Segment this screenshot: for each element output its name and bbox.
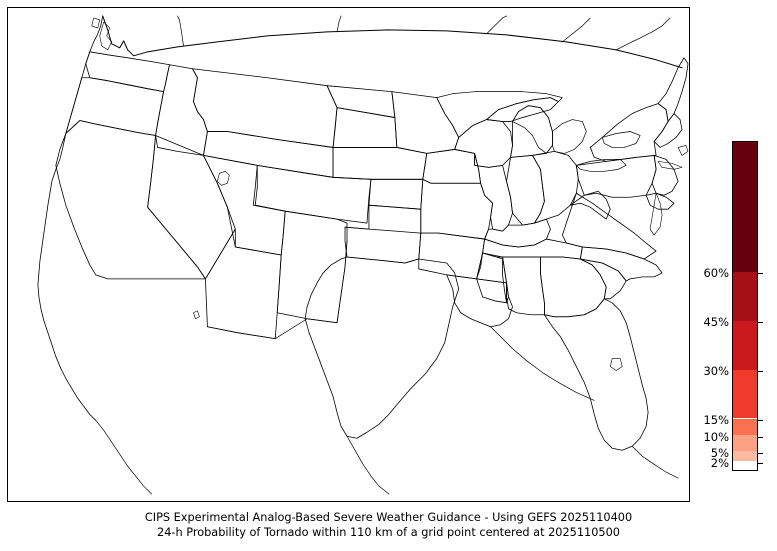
colorbar-tick-2 <box>758 463 763 464</box>
caption-line-2: 24-h Probability of Tornado within 110 k… <box>157 526 620 539</box>
colorbar-label-15: 15% <box>703 413 729 428</box>
us-states-map <box>37 15 689 495</box>
colorbar-label-30: 30% <box>703 364 729 378</box>
colorbar-label-60: 60% <box>703 265 729 280</box>
colorbar-tick-60 <box>758 272 763 274</box>
colorbar-band-15-30 <box>733 369 757 419</box>
colorbar-label-2: 2% <box>710 456 729 470</box>
colorbar-band-45-60 <box>733 271 757 321</box>
figure-caption: CIPS Experimental Analog-Based Severe We… <box>0 510 777 540</box>
colorbar-label-10: 10% <box>703 429 729 444</box>
colorbar-band-30-45 <box>733 320 757 370</box>
colorbar-tick-15 <box>758 420 763 422</box>
state-outlines <box>37 15 689 495</box>
colorbar-band-2-5 <box>733 451 757 462</box>
colorbar-band-60-100 <box>733 142 757 272</box>
colorbar-tick-10 <box>758 436 763 438</box>
colorbar-band-0-2 <box>733 461 757 470</box>
caption-line-1: CIPS Experimental Analog-Based Severe We… <box>144 511 633 524</box>
map-axes <box>7 7 690 502</box>
colorbar-tick-45 <box>758 321 763 323</box>
colorbar-tick-30 <box>758 371 763 372</box>
colorbar-label-5: 5% <box>710 446 729 461</box>
colorbar-label-45: 45% <box>703 314 729 329</box>
probability-colorbar <box>732 141 758 471</box>
colorbar-band-10-15 <box>733 418 757 435</box>
colorbar-tick-5 <box>758 453 763 455</box>
colorbar-band-5-10 <box>733 434 757 452</box>
